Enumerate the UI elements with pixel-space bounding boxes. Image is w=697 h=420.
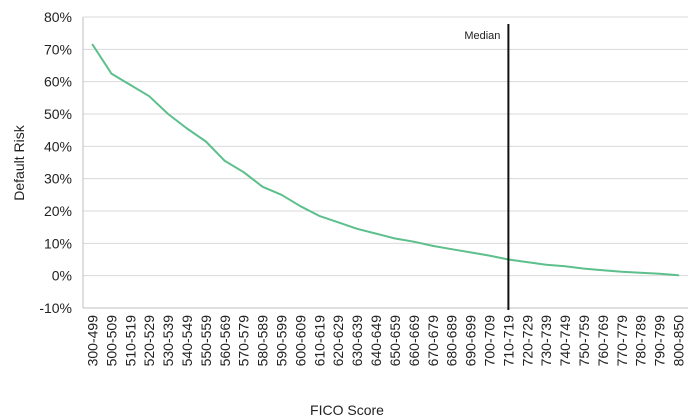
y-tick-label: 20% bbox=[44, 203, 72, 219]
data-point bbox=[261, 185, 264, 188]
x-tick-label: 600-609 bbox=[292, 315, 308, 367]
data-point bbox=[431, 245, 434, 247]
x-tick-label: 510-519 bbox=[122, 315, 138, 367]
data-point bbox=[602, 269, 604, 271]
x-tick-label: 570-579 bbox=[236, 315, 252, 367]
x-tick-label: 630-639 bbox=[349, 315, 365, 367]
x-tick-label: 770-779 bbox=[614, 315, 630, 367]
x-tick-label: 660-669 bbox=[406, 315, 422, 367]
series-line bbox=[91, 43, 679, 277]
data-point bbox=[186, 127, 188, 130]
data-point bbox=[469, 251, 472, 254]
x-tick-label: 300-499 bbox=[84, 315, 100, 367]
data-point bbox=[639, 271, 642, 274]
x-tick-label: 700-709 bbox=[481, 315, 497, 367]
x-tick-label: 760-769 bbox=[595, 315, 611, 367]
x-tick-label: 640-649 bbox=[368, 315, 384, 367]
x-tick-label: 680-689 bbox=[444, 315, 460, 367]
gridlines bbox=[83, 16, 688, 309]
data-point bbox=[110, 72, 113, 75]
data-point bbox=[337, 221, 340, 224]
x-tick-label: 690-699 bbox=[463, 315, 479, 367]
data-point bbox=[205, 140, 207, 143]
data-point bbox=[148, 95, 150, 98]
data-point bbox=[564, 265, 566, 268]
x-tick-label: 650-659 bbox=[387, 315, 403, 367]
data-point bbox=[413, 240, 415, 243]
x-tick-label: 790-799 bbox=[652, 315, 668, 367]
x-tick-label: 720-729 bbox=[519, 315, 535, 367]
data-point bbox=[356, 227, 358, 230]
data-point bbox=[223, 160, 226, 162]
data-point bbox=[583, 267, 585, 270]
data-point bbox=[450, 248, 453, 250]
y-tick-label: -10% bbox=[39, 300, 72, 316]
x-tick-label: 670-679 bbox=[425, 315, 441, 367]
x-tick-label: 500-509 bbox=[103, 315, 119, 367]
x-axis-ticks: 300-499 500-509 510-519 520-529 530-539 540-5… bbox=[84, 315, 686, 367]
data-point bbox=[129, 84, 132, 86]
data-point bbox=[242, 171, 245, 173]
x-tick-label: 580-589 bbox=[255, 315, 271, 367]
data-point bbox=[658, 272, 661, 275]
data-point bbox=[621, 270, 623, 273]
x-tick-label: 590-599 bbox=[274, 315, 290, 367]
median-label: Median bbox=[464, 30, 500, 42]
x-tick-label: 800-850 bbox=[671, 315, 687, 367]
y-tick-label: 30% bbox=[44, 171, 72, 187]
plot-frame bbox=[82, 16, 688, 309]
data-point bbox=[91, 43, 94, 46]
y-tick-label: 80% bbox=[44, 9, 72, 25]
y-tick-label: 0% bbox=[52, 268, 72, 284]
y-tick-label: 50% bbox=[44, 106, 72, 122]
data-point bbox=[526, 261, 529, 263]
x-tick-label: 730-739 bbox=[538, 315, 554, 367]
data-point bbox=[167, 113, 169, 115]
y-axis-ticks: 80% 70% 60% 50% 40% 30% 20% 10% 0% -10% bbox=[39, 9, 72, 316]
data-point bbox=[280, 194, 283, 196]
y-axis-title: Default Risk bbox=[11, 124, 27, 200]
y-tick-label: 40% bbox=[44, 138, 72, 154]
x-tick-label: 620-629 bbox=[330, 315, 346, 367]
x-tick-label: 740-749 bbox=[557, 315, 573, 367]
data-point bbox=[677, 274, 680, 277]
y-tick-label: 70% bbox=[44, 41, 72, 57]
median-marker: Median bbox=[464, 24, 510, 310]
data-point bbox=[375, 232, 377, 235]
data-point bbox=[299, 205, 302, 207]
x-tick-label: 750-759 bbox=[576, 315, 592, 367]
x-tick-label: 780-789 bbox=[633, 315, 649, 367]
x-tick-label: 520-529 bbox=[141, 315, 157, 367]
x-tick-label: 560-569 bbox=[217, 315, 233, 367]
data-point bbox=[488, 254, 491, 257]
x-tick-label: 550-559 bbox=[198, 315, 214, 367]
x-tick-label: 530-539 bbox=[160, 315, 176, 367]
x-tick-label: 610-619 bbox=[311, 315, 327, 367]
y-tick-label: 10% bbox=[44, 235, 72, 251]
series-layer bbox=[91, 43, 680, 277]
data-point bbox=[394, 237, 396, 240]
x-tick-label: 540-549 bbox=[179, 315, 195, 367]
data-point bbox=[545, 263, 548, 266]
y-tick-label: 60% bbox=[44, 74, 72, 90]
data-point bbox=[318, 215, 321, 217]
x-tick-label: 710-719 bbox=[500, 315, 516, 367]
x-axis-title: FICO Score bbox=[310, 402, 384, 418]
